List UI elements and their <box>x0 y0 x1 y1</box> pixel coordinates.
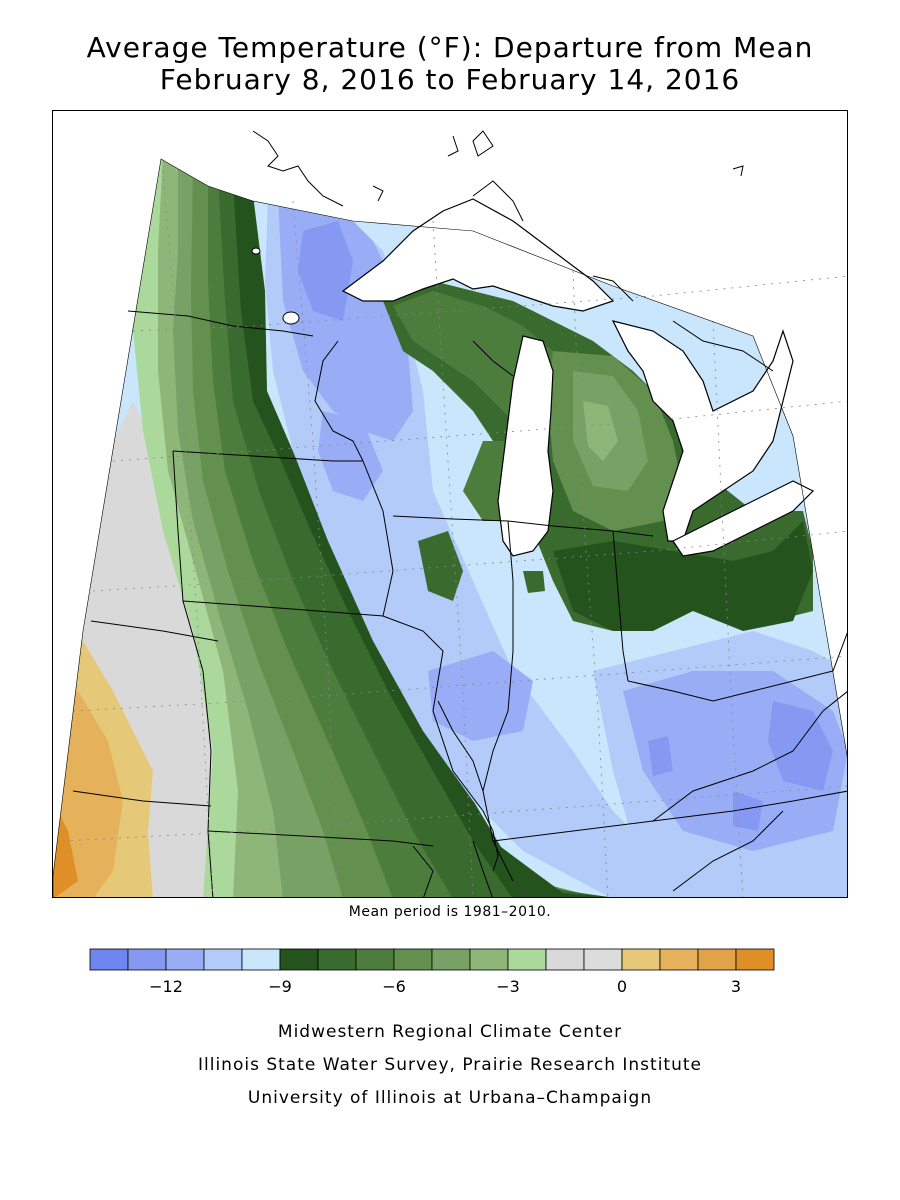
map-title: Average Temperature (°F): Departure from… <box>86 31 814 64</box>
legend-tick-label: −6 <box>382 977 406 996</box>
legend-swatch <box>735 948 775 971</box>
credit-line-1: Midwestern Regional Climate Center <box>277 1022 623 1042</box>
mean-period-note: Mean period is 1981–2010. <box>348 904 552 920</box>
legend-tick-label: −12 <box>149 977 183 996</box>
legend-swatch <box>621 948 661 971</box>
legend-swatch <box>393 948 433 971</box>
legend-swatch <box>241 948 281 971</box>
credit-line-3: University of Illinois at Urbana–Champai… <box>247 1088 653 1108</box>
map-frame <box>52 110 848 898</box>
legend-swatch <box>583 948 623 971</box>
legend-swatch <box>317 948 357 971</box>
legend-swatch <box>431 948 471 971</box>
graticule <box>62 170 847 897</box>
legend-swatch <box>279 948 319 971</box>
legend-swatch <box>545 948 585 971</box>
northern-coastline <box>252 130 774 372</box>
legend-swatch <box>165 948 205 971</box>
lakes <box>161 111 847 750</box>
legend-swatch <box>507 948 547 971</box>
legend-swatch <box>127 948 167 971</box>
legend-tick-label: −3 <box>496 977 520 996</box>
legend-swatch <box>659 948 699 971</box>
temperature-departure-map <box>53 111 847 897</box>
map-date-range: February 8, 2016 to February 14, 2016 <box>159 63 741 96</box>
legend-swatch <box>203 948 243 971</box>
legend-tick-label: −9 <box>268 977 292 996</box>
legend-swatch <box>89 948 129 971</box>
state-boundaries <box>72 310 847 897</box>
legend-tick-label: 3 <box>731 977 741 996</box>
credit-line-2: Illinois State Water Survey, Prairie Res… <box>198 1055 702 1075</box>
domain-outline <box>53 158 847 897</box>
color-legend: −12 −9 −6 −3 0 3 <box>89 948 775 996</box>
legend-swatch <box>355 948 395 971</box>
legend-swatch <box>469 948 509 971</box>
legend-tick-label: 0 <box>617 977 627 996</box>
legend-swatch <box>697 948 737 971</box>
